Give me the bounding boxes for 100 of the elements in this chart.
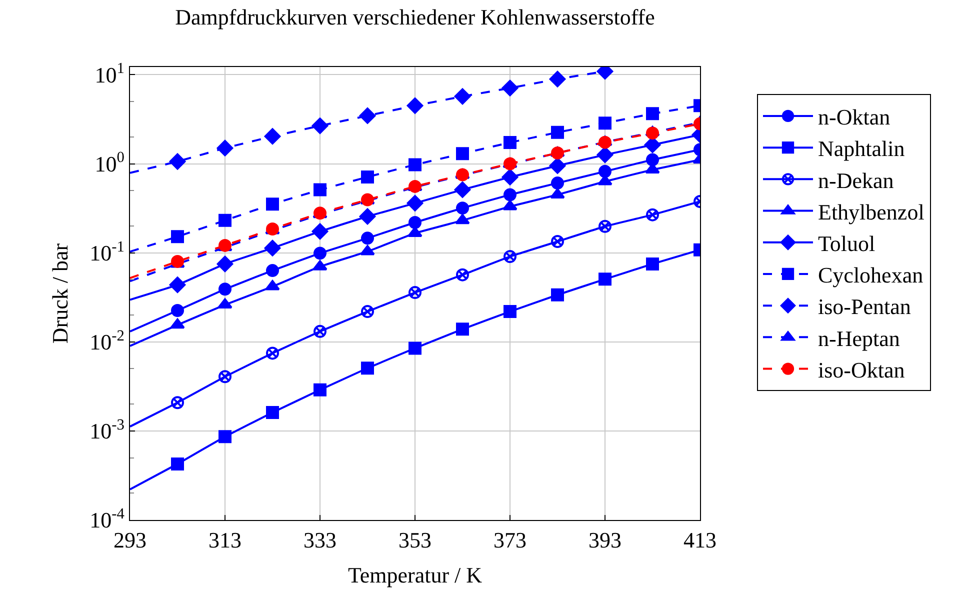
point [314, 383, 326, 396]
point [361, 170, 374, 184]
point [598, 116, 612, 130]
point [218, 370, 232, 384]
x-tick-label: 333 [304, 528, 336, 552]
point [550, 188, 565, 198]
point [598, 220, 612, 233]
y-tick-label: 10$^{-3}$ [90, 416, 125, 444]
point [551, 234, 564, 248]
point [646, 126, 659, 140]
point [314, 246, 326, 260]
point [502, 200, 518, 210]
point [456, 322, 469, 336]
point [598, 175, 612, 186]
point [171, 457, 184, 470]
point [408, 226, 422, 237]
point [312, 223, 328, 240]
point [406, 195, 424, 212]
legend-label: n-Dekan [818, 168, 894, 193]
legend-label: iso-Oktan [818, 357, 905, 382]
point [456, 168, 469, 182]
point [551, 146, 564, 160]
point [456, 202, 469, 215]
x-tick-label: 353 [398, 528, 432, 552]
x-tick-label: 393 [588, 528, 622, 552]
point [646, 208, 659, 222]
chart-title: Dampfdruckkurven verschiedener Kohlenwasserstoffe [175, 4, 655, 30]
y-tick-label: 10$^{1}$ [94, 60, 124, 88]
point [169, 153, 186, 170]
y-tick-label: 10$^{0}$ [94, 149, 125, 176]
point [360, 244, 375, 256]
point [218, 298, 232, 309]
legend-label: Cyclohexan [818, 262, 924, 288]
point [408, 158, 422, 172]
point [598, 272, 612, 286]
legend-label: Ethylbenzol [818, 199, 924, 224]
point [314, 324, 326, 338]
point [596, 146, 614, 163]
x-axis-title: Temperatur / K [348, 562, 482, 588]
point [264, 128, 281, 145]
point [408, 286, 422, 300]
point [551, 126, 564, 139]
x-tick-label: 413 [684, 528, 716, 552]
point [171, 304, 184, 318]
point [266, 198, 279, 211]
y-axis-title: Druck / bar [47, 242, 72, 344]
point [454, 88, 471, 105]
y-tick-label: 10$^{-1}$ [90, 238, 124, 266]
point [359, 208, 376, 225]
point [598, 136, 612, 149]
point [454, 182, 471, 198]
point [551, 176, 564, 190]
point [312, 118, 328, 134]
point [265, 280, 280, 290]
x-tick-label: 313 [208, 528, 242, 552]
point [361, 362, 374, 375]
point [502, 80, 518, 96]
point [504, 250, 516, 264]
point [408, 216, 422, 229]
point [266, 406, 279, 420]
point [504, 157, 516, 170]
point [314, 183, 326, 196]
point [551, 288, 564, 302]
point [170, 318, 185, 329]
legend-label: n-Heptan [818, 326, 900, 351]
point [361, 305, 374, 318]
point [504, 136, 516, 150]
point [406, 98, 424, 114]
point [549, 70, 566, 88]
point [646, 107, 659, 120]
point [266, 264, 279, 278]
legend-label: Toluol [818, 230, 876, 256]
point [646, 257, 659, 270]
point [171, 396, 184, 410]
point [216, 140, 234, 156]
x-tick-label: 373 [494, 528, 526, 552]
point [408, 342, 422, 355]
point [456, 147, 469, 160]
point [549, 158, 566, 174]
point [456, 268, 469, 282]
point [359, 108, 376, 124]
point [216, 256, 234, 272]
point [646, 153, 659, 166]
legend-label: iso-Pentan [818, 294, 911, 320]
legend-label: Naphtalin [818, 136, 905, 162]
point [502, 168, 518, 186]
point [504, 305, 516, 318]
point [598, 164, 612, 178]
point [312, 260, 328, 270]
point [218, 282, 232, 296]
legend-label: n-Oktan [818, 104, 890, 130]
point [218, 430, 232, 444]
point [171, 230, 184, 244]
point [361, 232, 374, 245]
point [266, 346, 279, 360]
point [455, 214, 470, 224]
point [264, 240, 281, 256]
point [218, 214, 232, 227]
point [169, 276, 186, 293]
y-tick-label: 10$^{-2}$ [90, 327, 124, 355]
